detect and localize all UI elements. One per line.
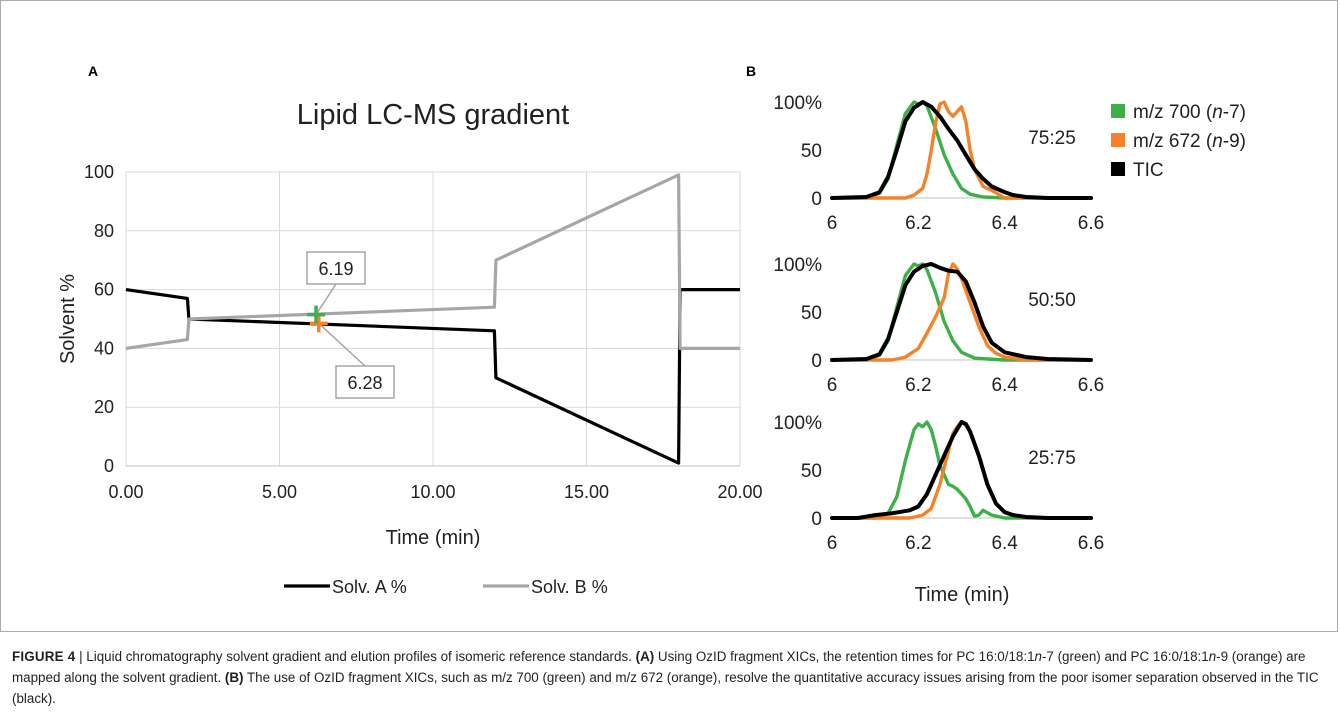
- caption-part-a-tag: (A): [635, 649, 655, 664]
- subplot-x-tick-label: 6.6: [1078, 375, 1104, 396]
- subplot-ratio-label: 25:75: [1028, 448, 1076, 469]
- panel-b-label: B: [746, 63, 756, 79]
- panel-a-y-tick-label: 40: [94, 338, 114, 358]
- panel-a-y-tick-label: 0: [104, 456, 114, 476]
- subplot-ratio-label: 75:25: [1028, 128, 1076, 149]
- panel-b-legend: m/z 700 (n-7) m/z 672 (n-9) TIC: [1111, 102, 1246, 181]
- panel-a-y-axis-label: Solvent %: [57, 274, 79, 364]
- subplot-x-tick-label: 6.2: [905, 375, 931, 396]
- legend-swatch-1: [1111, 104, 1125, 118]
- series-line-tic: [830, 262, 1093, 362]
- callout-box-6-19: [306, 251, 366, 285]
- subplot-y-tick-label: 100%: [773, 255, 822, 276]
- callout-leader-6-28: [318, 322, 366, 367]
- series-line-tic: [830, 420, 1093, 520]
- series-line-mz700: [830, 420, 1093, 520]
- callout-label-6-28: 6.28: [347, 373, 382, 393]
- panel-a-x-tick-label: 10.00: [410, 482, 455, 502]
- subplot-x-tick-label: 6.6: [1078, 213, 1104, 234]
- series-line-mz672: [830, 262, 1093, 362]
- subplot-y-tick-label: 0: [811, 509, 822, 530]
- panel-a-plot: 0.00 5.00 10.00 15.00 20.00 0 20 40 60 80 100 Time …: [57, 162, 763, 549]
- subplot-x-tick-label: 6.2: [905, 533, 931, 554]
- series-line-solv-b: [125, 173, 740, 350]
- panel-b-subplot-3: 0 50 100% 6 6.2 6.4 6.6 25:75: [773, 413, 1104, 554]
- panel-a-y-tick-label: 20: [94, 397, 114, 417]
- caption-figure-label: FIGURE 4: [12, 649, 76, 664]
- marker-plus-green: [307, 305, 326, 324]
- series-line-mz672: [830, 100, 1093, 200]
- figure-caption: FIGURE 4 | Liquid chromatography solvent…: [12, 646, 1328, 709]
- subplot-y-tick-label: 50: [801, 303, 822, 324]
- caption-part-a-text-3: -9 (orange) are mapped along the solvent…: [12, 649, 1306, 685]
- subplot-y-tick-label: 0: [811, 351, 822, 372]
- figure-charts: A Lipid LC-MS gradient 0.00 5.00 10.00 15.00 2…: [57, 63, 1246, 606]
- caption-part-a-italic-2: n: [1208, 649, 1217, 664]
- panel-a-y-tick-label: 100: [84, 162, 114, 182]
- legend-label-3: TIC: [1133, 160, 1164, 181]
- caption-part-b-tag: (B): [224, 670, 244, 685]
- subplot-x-tick-label: 6: [827, 213, 838, 234]
- caption-part-a-italic-1: n: [1034, 649, 1042, 664]
- legend-label-solv-b: Solv. B %: [531, 577, 608, 597]
- subplot-y-tick-label: 50: [801, 141, 822, 162]
- panel-a-x-tick-label: 0.00: [108, 482, 143, 502]
- panel-a-y-tick-label: 60: [94, 280, 114, 300]
- series-line-tic: [830, 100, 1093, 200]
- legend-label-1: m/z 700 (n-7): [1133, 102, 1246, 123]
- caption-part-a-text-1: Using OzID fragment XICs, the retention …: [654, 649, 1035, 664]
- subplot-x-tick-label: 6.4: [991, 375, 1018, 396]
- panel-a-label: A: [88, 63, 98, 79]
- series-line-mz672: [830, 420, 1093, 520]
- panel-a-x-tick-label: 20.00: [717, 482, 762, 502]
- subplot-y-tick-label: 0: [811, 189, 822, 210]
- legend-label-solv-a: Solv. A %: [332, 577, 407, 597]
- subplot-y-tick-label: 100%: [773, 413, 822, 434]
- callout-box-6-28: [335, 365, 395, 399]
- subplot-x-tick-label: 6.2: [905, 213, 931, 234]
- panel-a-x-tick-label: 15.00: [564, 482, 609, 502]
- figure-frame: [0, 0, 1338, 632]
- marker-plus-orange: [309, 314, 328, 333]
- panel-b-x-axis-label: Time (min): [915, 584, 1010, 606]
- subplot-ratio-label: 50:50: [1028, 290, 1076, 311]
- panel-a-legend: Solv. A % Solv. B %: [284, 577, 608, 597]
- caption-intro: Liquid chromatography solvent gradient a…: [86, 649, 636, 664]
- subplot-y-tick-label: 100%: [773, 93, 822, 114]
- legend-swatch-2: [1111, 133, 1125, 147]
- subplot-y-tick-label: 50: [801, 461, 822, 482]
- legend-label-2: m/z 672 (n-9): [1133, 131, 1246, 152]
- panel-b-subplot-2: 0 50 100% 6 6.2 6.4 6.6 50:50: [773, 255, 1104, 396]
- callout-leader-6-19: [315, 283, 337, 315]
- panel-b-subplot-1: 0 50 100% 6 6.2 6.4 6.6 75:25: [773, 93, 1104, 234]
- caption-part-a-text-2: -7 (green) and PC 16:0/18:1: [1041, 649, 1209, 664]
- subplot-x-tick-label: 6: [827, 533, 838, 554]
- panel-a-title: Lipid LC-MS gradient: [297, 99, 569, 131]
- subplot-x-tick-label: 6.6: [1078, 533, 1104, 554]
- subplot-x-tick-label: 6.4: [991, 533, 1018, 554]
- panel-a-y-tick-label: 80: [94, 221, 114, 241]
- caption-part-b-text: The use of OzID fragment XICs, such as m…: [12, 670, 1319, 706]
- caption-separator: |: [75, 649, 87, 664]
- legend-swatch-3: [1111, 162, 1125, 176]
- subplot-x-tick-label: 6.4: [991, 213, 1018, 234]
- subplot-x-tick-label: 6: [827, 375, 838, 396]
- panel-a-x-axis-label: Time (min): [386, 527, 481, 549]
- callout-label-6-19: 6.19: [318, 259, 353, 279]
- panel-a-x-tick-label: 5.00: [262, 482, 297, 502]
